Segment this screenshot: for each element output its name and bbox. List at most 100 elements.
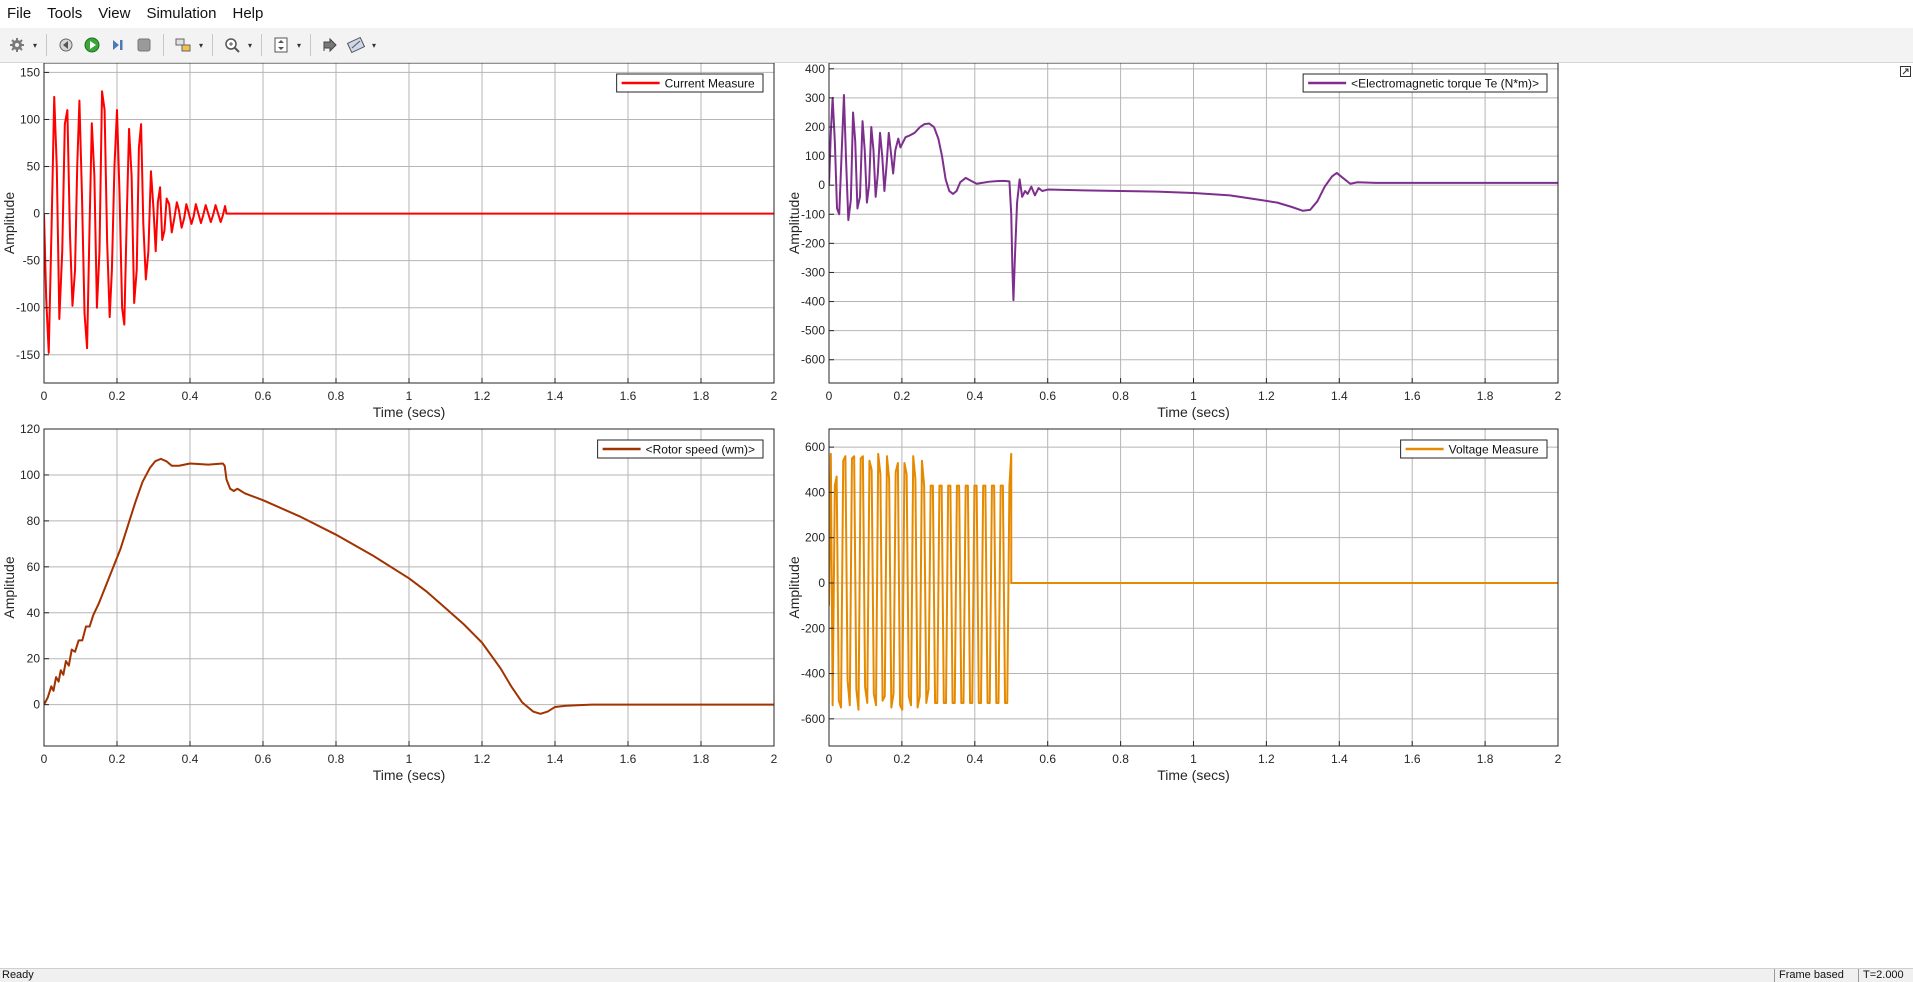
settings-button[interactable] — [4, 32, 30, 58]
toolbar: ▾ ▾ ▾ ▾ ▾ — [0, 28, 1913, 63]
x-axis-label: Time (secs) — [1157, 767, 1230, 783]
y-tick-label: -500 — [801, 324, 825, 338]
y-tick-label: 20 — [27, 652, 41, 666]
triggers-button[interactable] — [317, 32, 343, 58]
menu-file[interactable]: File — [7, 5, 32, 22]
x-tick-label: 2 — [771, 389, 778, 403]
x-tick-label: 2 — [771, 752, 778, 766]
stop-button[interactable] — [131, 32, 157, 58]
legend-label: Current Measure — [665, 77, 755, 91]
step-forward-button[interactable] — [105, 32, 131, 58]
run-button[interactable] — [79, 32, 105, 58]
x-tick-label: 2 — [1555, 389, 1562, 403]
x-tick-label: 0.8 — [328, 752, 345, 766]
y-tick-label: 50 — [27, 160, 41, 174]
x-tick-label: 0 — [41, 389, 48, 403]
y-tick-label: 400 — [805, 63, 825, 76]
x-tick-label: 1.2 — [1258, 752, 1275, 766]
y-tick-label: 40 — [27, 606, 41, 620]
x-tick-label: 1.6 — [1404, 389, 1421, 403]
status-bar: Ready Frame based T=2.000 — [0, 968, 1913, 982]
y-tick-label: 80 — [27, 514, 41, 528]
triggers-icon — [323, 37, 337, 53]
undock-icon[interactable] — [1900, 66, 1911, 77]
scale-axes-button[interactable] — [268, 32, 294, 58]
y-axis-label: Amplitude — [1, 556, 17, 618]
y-tick-label: -200 — [801, 621, 825, 635]
x-tick-label: 0.6 — [255, 752, 272, 766]
x-tick-label: 0.6 — [1039, 752, 1056, 766]
x-tick-label: 1.6 — [620, 389, 637, 403]
y-tick-label: 100 — [805, 149, 825, 163]
x-tick-label: 0.4 — [182, 389, 199, 403]
legend-box — [597, 439, 764, 459]
y-tick-label: 100 — [20, 112, 40, 126]
chevron-down-icon[interactable]: ▾ — [32, 40, 37, 50]
run-icon — [84, 37, 100, 53]
step-forward-icon — [113, 40, 123, 50]
y-tick-label: -600 — [801, 353, 825, 367]
scope-plots: 0 0.2 0.4 0.6 0.8 1 1.2 1.4 1.6 1.8 2-150-100-5005… — [1, 63, 1562, 783]
y-axis-label: Amplitude — [786, 192, 802, 254]
chevron-down-icon[interactable]: ▾ — [371, 40, 376, 50]
legend: Voltage Measure — [1400, 439, 1548, 459]
x-tick-label: 1.8 — [693, 752, 710, 766]
toolbar-separator — [212, 34, 213, 56]
legend-box — [616, 73, 764, 93]
x-tick-label: 1.4 — [547, 752, 564, 766]
legend-box — [1302, 73, 1548, 93]
x-tick-label: 0.8 — [1112, 752, 1129, 766]
zoom-button[interactable] — [219, 32, 245, 58]
toolbar-separator — [310, 34, 311, 56]
measurements-button[interactable] — [343, 32, 369, 58]
chevron-down-icon[interactable]: ▾ — [198, 40, 203, 50]
y-tick-label: -50 — [23, 254, 41, 268]
y-tick-label: 0 — [33, 698, 40, 712]
x-tick-label: 1.2 — [1258, 389, 1275, 403]
y-tick-label: -200 — [801, 236, 825, 250]
x-tick-label: 0 — [826, 752, 833, 766]
y-tick-label: 60 — [27, 560, 41, 574]
menu-tools[interactable]: Tools — [47, 5, 83, 22]
y-tick-label: 600 — [805, 440, 825, 454]
legend-box — [1400, 439, 1548, 459]
x-tick-label: 1.4 — [547, 389, 564, 403]
x-tick-label: 1 — [1190, 389, 1197, 403]
y-tick-label: -100 — [801, 207, 825, 221]
chevron-down-icon[interactable]: ▾ — [296, 40, 301, 50]
legend-label: <Rotor speed (wm)> — [646, 443, 755, 457]
legend-label: <Electromagnetic torque Te (N*m)> — [1351, 77, 1539, 91]
x-tick-label: 0.6 — [255, 389, 272, 403]
legend: <Electromagnetic torque Te (N*m)> — [1302, 73, 1548, 93]
x-tick-label: 1.4 — [1331, 752, 1348, 766]
x-tick-label: 1.8 — [693, 389, 710, 403]
y-tick-label: 0 — [33, 207, 40, 221]
x-tick-label: 0.2 — [109, 389, 126, 403]
x-tick-label: 1.8 — [1477, 752, 1494, 766]
series-line — [829, 94, 1558, 302]
y-tick-label: 150 — [20, 65, 40, 79]
step-back-button[interactable] — [53, 32, 79, 58]
legend: Current Measure — [616, 73, 764, 93]
menu-bar: File Tools View Simulation Help — [0, 0, 1913, 28]
y-tick-label: 300 — [805, 91, 825, 105]
x-tick-label: 0.4 — [966, 389, 983, 403]
x-tick-label: 0.6 — [1039, 389, 1056, 403]
frame-mode-indicator: Frame based — [1774, 969, 1844, 982]
chevron-down-icon[interactable]: ▾ — [247, 40, 252, 50]
series-line — [44, 457, 774, 715]
zoom-icon — [225, 38, 240, 53]
highlight-button[interactable] — [170, 32, 196, 58]
x-tick-label: 0.2 — [894, 752, 911, 766]
x-tick-label: 1 — [406, 389, 413, 403]
menu-simulation[interactable]: Simulation — [146, 5, 217, 22]
x-tick-label: 0.4 — [182, 752, 199, 766]
y-tick-label: 200 — [805, 120, 825, 134]
y-tick-label: 0 — [818, 576, 825, 590]
menu-view[interactable]: View — [98, 5, 131, 22]
series-line — [44, 90, 774, 354]
menu-help[interactable]: Help — [232, 5, 264, 22]
x-axis-label: Time (secs) — [373, 404, 446, 420]
x-tick-label: 1.6 — [1404, 752, 1421, 766]
x-tick-label: 1.2 — [474, 752, 491, 766]
